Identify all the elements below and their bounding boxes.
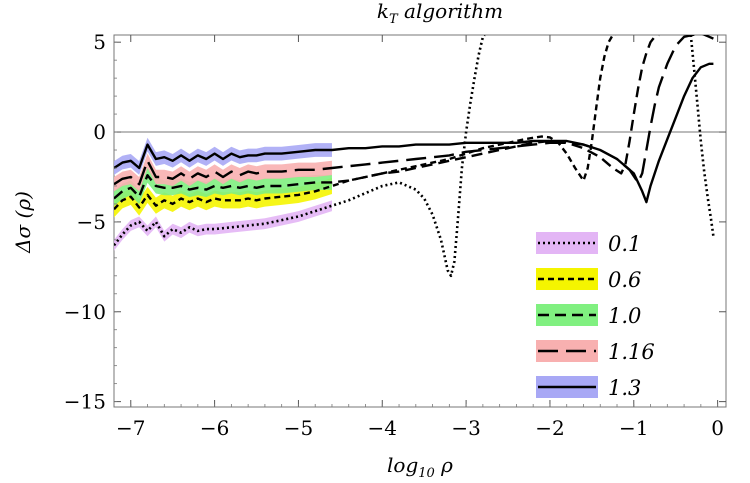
- x-axis-label-main: log: [387, 453, 418, 477]
- series-line-1-3: [114, 62, 714, 204]
- x-tick-label: −5: [284, 416, 313, 440]
- y-axis-label: Δσ (ρ): [11, 191, 35, 254]
- x-axis-label: log10 ρ: [387, 453, 453, 481]
- band-1-16: [114, 153, 332, 192]
- y-tick-label: −10: [64, 300, 106, 324]
- legend-label-0-6: 0.6: [608, 268, 641, 292]
- x-tick-label: −3: [451, 416, 480, 440]
- series-line-0-6: [114, 35, 616, 211]
- band-0-1: [114, 200, 332, 251]
- legend-label-1-0: 1.0: [608, 304, 641, 328]
- chart-title-rest: algorithm: [398, 0, 503, 23]
- series-line-1-16: [114, 35, 714, 186]
- legend: 0.1 0.6 1.0 1.16 1.3: [536, 232, 655, 400]
- chart-title-main: k: [377, 0, 389, 23]
- legend-label-0-1: 0.1: [608, 232, 641, 256]
- plot-frame: [113, 34, 727, 408]
- y-tick-label: −5: [77, 210, 106, 234]
- x-tick-label: −7: [116, 416, 145, 440]
- legend-label-1-3: 1.3: [608, 376, 641, 400]
- x-tick-label: −2: [535, 416, 564, 440]
- x-tick-label: −6: [200, 416, 229, 440]
- y-tick-label: −15: [64, 390, 106, 414]
- x-tick-label: 0: [711, 416, 724, 440]
- chart-title-sub: T: [389, 12, 399, 27]
- legend-swatch-0-1: [536, 232, 598, 254]
- band-0-6: [114, 177, 332, 218]
- band-1-3: [114, 137, 332, 175]
- legend-swatch-1-0: [536, 304, 598, 326]
- series-line-0-1: [114, 35, 486, 278]
- x-axis-label-sub: 10: [418, 466, 435, 481]
- legend-swatch-0-6: [536, 268, 598, 290]
- plot-area: −7 −6 −5 −4 −3 −2 −1 0 50−5−10−15: [64, 30, 727, 440]
- x-tick-label: −4: [368, 416, 397, 440]
- chart-title: kT algorithm: [377, 0, 503, 27]
- y-tick-label: 0: [93, 120, 106, 144]
- x-axis-ticks: −7 −6 −5 −4 −3 −2 −1 0: [113, 35, 724, 440]
- x-axis-label-rest: ρ: [435, 453, 453, 477]
- series-lines: [114, 35, 715, 278]
- series-line-1-0: [114, 35, 660, 200]
- y-tick-label: 5: [93, 30, 106, 54]
- x-tick-label: −1: [619, 416, 648, 440]
- y-axis-ticks: 5 0 −5 −10 −15: [64, 30, 726, 414]
- series-line-0-1-tail: [689, 35, 715, 237]
- legend-label-1-16: 1.16: [608, 340, 655, 364]
